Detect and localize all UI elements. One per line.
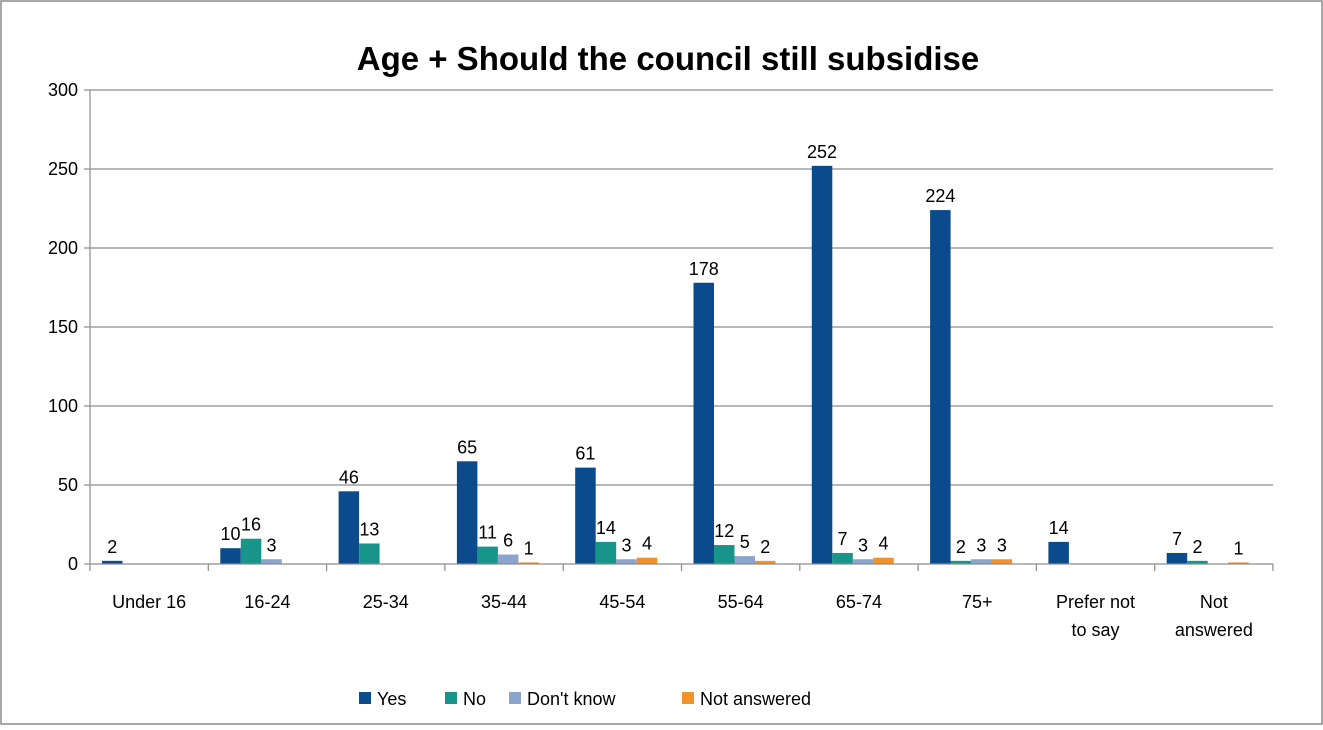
bar — [359, 543, 380, 564]
data-label: 12 — [714, 521, 734, 541]
bar — [240, 538, 262, 564]
legend-label: Don't know — [527, 689, 616, 709]
bar — [220, 548, 241, 564]
data-label: 3 — [997, 535, 1007, 555]
data-label: 5 — [740, 532, 750, 552]
data-label: 7 — [838, 529, 848, 549]
y-tick-label: 100 — [48, 396, 78, 416]
x-category-label: 55-64 — [718, 592, 764, 612]
bar — [595, 541, 617, 564]
bar — [102, 560, 123, 564]
data-label: 2 — [760, 537, 770, 557]
x-category-label: Prefer not — [1056, 592, 1135, 612]
bar — [261, 559, 282, 564]
y-tick-label: 300 — [48, 80, 78, 100]
bar — [338, 491, 360, 564]
y-tick-label: 250 — [48, 159, 78, 179]
x-category-label: 45-54 — [599, 592, 645, 612]
bar — [1228, 562, 1249, 564]
bar — [873, 557, 894, 564]
x-axis-ticks: Under 16 16-24 25-34 35-44 45-54 55-64 65-74 75… — [89, 564, 1274, 640]
data-label: 6 — [503, 531, 513, 551]
bar — [616, 559, 637, 564]
bar — [852, 559, 874, 564]
bar — [811, 165, 833, 564]
x-category-label: to say — [1072, 620, 1120, 640]
bar — [575, 467, 596, 564]
x-category-label: Not — [1200, 592, 1228, 612]
data-label: 65 — [457, 437, 477, 457]
bar — [1187, 560, 1208, 564]
data-label: 16 — [241, 515, 261, 535]
data-label: 2 — [956, 537, 966, 557]
data-label: 4 — [642, 534, 652, 554]
data-label: 10 — [221, 524, 241, 544]
legend-swatch — [682, 692, 694, 704]
data-label: 2 — [1192, 537, 1202, 557]
data-label: 1 — [1233, 538, 1243, 558]
bar — [1048, 541, 1069, 564]
bar — [497, 554, 519, 564]
data-label: 3 — [858, 535, 868, 555]
legend-swatch — [445, 692, 457, 704]
data-label: 14 — [1049, 518, 1069, 538]
data-label: 61 — [575, 444, 595, 464]
data-label: 13 — [359, 519, 379, 539]
data-label: 2 — [107, 537, 117, 557]
legend-label: No — [463, 689, 486, 709]
x-category-label: 75+ — [962, 592, 993, 612]
y-tick-label: 0 — [68, 554, 78, 574]
bar — [693, 282, 714, 564]
bar — [930, 210, 951, 564]
bar — [950, 560, 972, 564]
legend-label: Yes — [377, 689, 406, 709]
bar — [518, 562, 539, 564]
bars — [102, 165, 1249, 564]
data-label: 46 — [339, 467, 359, 487]
x-category-label: 25-34 — [363, 592, 409, 612]
data-label: 3 — [621, 535, 631, 555]
data-label: 11 — [478, 523, 497, 543]
y-tick-label: 50 — [58, 475, 78, 495]
bar — [832, 552, 853, 564]
y-tick-label: 150 — [48, 317, 78, 337]
y-tick-label: 200 — [48, 238, 78, 258]
data-label: 1 — [524, 538, 534, 558]
data-label: 3 — [267, 535, 277, 555]
legend-swatch — [359, 692, 371, 704]
legend-label: Not answered — [700, 689, 811, 709]
chart-title: Age + Should the council still subsidise — [357, 40, 980, 77]
data-label: 7 — [1172, 529, 1182, 549]
gridlines — [90, 89, 1273, 486]
data-label: 14 — [596, 518, 616, 538]
data-label: 252 — [807, 142, 837, 162]
bar — [734, 556, 755, 564]
x-category-label: Under 16 — [112, 592, 186, 612]
legend: Yes No Don't know Not answered — [359, 689, 811, 709]
bar — [1166, 552, 1188, 564]
bar — [755, 560, 776, 564]
x-category-label: answered — [1175, 620, 1253, 640]
bar — [991, 559, 1013, 564]
x-category-label: 65-74 — [836, 592, 882, 612]
bar — [636, 557, 658, 564]
data-label: 224 — [925, 186, 955, 206]
data-label: 3 — [976, 535, 986, 555]
x-category-label: 35-44 — [481, 592, 527, 612]
bar — [971, 559, 992, 564]
legend-swatch — [509, 692, 521, 704]
bar — [714, 545, 735, 564]
x-category-label: 16-24 — [244, 592, 290, 612]
y-axis-ticks: 0 50 100 150 200 250 300 — [48, 80, 90, 574]
data-label: 178 — [689, 259, 719, 279]
bar — [477, 546, 498, 564]
bar — [456, 461, 478, 564]
data-label: 4 — [879, 534, 889, 554]
